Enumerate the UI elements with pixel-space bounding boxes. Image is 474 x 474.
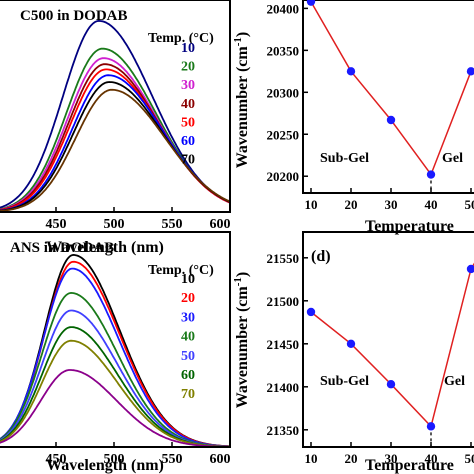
- panel-b-x-tick-label: 20: [345, 197, 358, 212]
- panel-d-y-tick-label: 21350: [267, 423, 300, 438]
- panel-b-x-tick-label: 10: [305, 197, 318, 212]
- panel-d-x-label: Temperature: [365, 457, 454, 474]
- panel-c-x-label: Wavelength (nm): [46, 457, 164, 474]
- panel-a-legend-entry: 40: [181, 97, 195, 112]
- panel-b-y-label: Wavenumber (cm-1): [232, 32, 251, 168]
- panel-c-legend-entry: 50: [181, 349, 195, 364]
- panel-d-title: (d): [311, 248, 331, 265]
- panel-d-y-tick-label: 21550: [267, 251, 300, 266]
- panel-a-legend-title: Temp. (°C): [148, 31, 214, 46]
- panel-b-y-tick-label: 20300: [267, 85, 300, 100]
- panel-a: 450 500 550 600 C500 in DODAB Temp. (°C) 10…: [0, 0, 231, 256]
- panel-d-annotation-gel: Gel: [444, 374, 465, 389]
- panel-a-series-line: [0, 57, 230, 211]
- panel-c-legend-entry: 30: [181, 310, 195, 325]
- panel-b-x-tick-label: 40: [425, 197, 438, 212]
- panel-c-series-line: [0, 260, 230, 447]
- panel-d-x-tick-label: 20: [345, 451, 358, 466]
- panel-b-plot: [306, 0, 474, 193]
- panel-c-legend-entry: 60: [181, 368, 195, 383]
- panel-b-data-point: [386, 115, 396, 125]
- panel-d-series-line: [310, 262, 474, 428]
- panel-b-frame: [302, 0, 474, 194]
- panel-d-frame: [302, 231, 474, 448]
- panel-c-series-line: [0, 369, 230, 447]
- panel-a-legend-entry: 20: [181, 60, 195, 75]
- panel-d-data-point: [466, 264, 474, 274]
- panel-a-legend: 10 20 30 40 50 60 70: [181, 41, 195, 168]
- panel-d-annotation-subgel: Sub-Gel: [320, 374, 369, 389]
- panel-d-data-point: [386, 380, 396, 389]
- panel-c-series-line: [0, 339, 230, 447]
- panel-d-data-point: [346, 339, 356, 348]
- panel-c-x-tick-label: 550: [162, 452, 183, 467]
- panel-b-data-point: [426, 170, 436, 179]
- panel-c-x-ticks: 450 500 550 600: [46, 442, 231, 467]
- panel-d-y-tick-label: 21450: [267, 337, 300, 352]
- panel-a-x-tick-label: 600: [210, 217, 231, 232]
- panel-b-y-tick-label: 20400: [267, 1, 300, 16]
- panel-d-y-tick-label: 21500: [267, 294, 300, 309]
- panel-b-data-point: [466, 67, 474, 76]
- panel-b-ticks: 10 20 30 40 50 20200 20250 20300 20350 20400: [267, 1, 474, 212]
- panel-c-legend-entry: 70: [181, 387, 195, 402]
- panel-a-legend-entry: 60: [181, 134, 195, 149]
- panel-c-series-line: [0, 253, 230, 447]
- panel-b-annotation-gel: Gel: [442, 151, 463, 166]
- panel-b-series-line: [310, 1, 472, 177]
- panel-d-x-tick-label: 10: [305, 451, 318, 466]
- panel-d: 10203040502135021400214502150021550 (d) …: [232, 231, 474, 474]
- panel-c-series-line: [0, 267, 230, 447]
- panel-b-annotation-subgel: Sub-Gel: [320, 151, 369, 166]
- panel-d-x-tick-label: 40: [425, 451, 438, 466]
- panel-b-data-point: [306, 0, 316, 6]
- panel-c-curves: [0, 253, 230, 447]
- panel-d-y-label: Wavenumber (cm-1): [232, 272, 251, 408]
- panel-a-x-ticks: 450 500 550 600: [46, 207, 231, 232]
- panel-b-x-tick-label: 50: [465, 197, 474, 212]
- panel-d-data-point: [306, 307, 316, 317]
- panel-c-x-tick-label: 600: [210, 452, 231, 467]
- panel-b-data-point: [346, 67, 356, 76]
- panel-c-x-tick-label: 450: [46, 452, 67, 467]
- panel-b-y-tick-label: 20250: [267, 127, 300, 142]
- panel-a-x-tick-label: 550: [162, 217, 183, 232]
- panel-a-x-tick-label: 500: [104, 217, 125, 232]
- panel-c-legend-entry: 20: [181, 291, 195, 306]
- panel-d-x-tick-label: 50: [465, 451, 474, 466]
- panel-b-x-label: Temperature: [365, 218, 454, 235]
- panel-a-title: C500 in DODAB: [20, 8, 128, 24]
- panel-a-legend-entry: 50: [181, 115, 195, 130]
- panel-d-data-point: [426, 422, 436, 431]
- panel-c-legend-entry: 10: [181, 272, 195, 287]
- panel-b-y-tick-label: 20200: [267, 169, 300, 184]
- panel-a-legend-entry: 10: [181, 41, 195, 56]
- panel-c-x-tick-label: 500: [104, 452, 125, 467]
- panel-d-x-tick-label: 30: [385, 451, 398, 466]
- panel-a-series-line: [0, 88, 230, 212]
- panel-b-y-tick-label: 20350: [267, 43, 300, 58]
- panel-c-title: ANS in DODAB: [10, 240, 114, 256]
- panel-c: 450 500 550 600 ANS in DODAB Temp. (°C) 10 2…: [0, 231, 231, 474]
- panel-d-ticks: 10 20 30 40 50 21350 21400 21450 21500 21550: [267, 251, 474, 466]
- panel-c-legend: 10 20 30 40 50 60 70: [181, 272, 195, 402]
- panel-a-x-tick-label: 450: [46, 217, 67, 232]
- panel-a-series-line: [0, 19, 230, 209]
- panel-b-x-tick-label: 30: [385, 197, 398, 212]
- panel-a-legend-entry: 70: [181, 153, 195, 168]
- panel-a-series-line: [0, 47, 230, 211]
- panel-c-legend-title: Temp. (°C): [148, 263, 214, 278]
- panel-a-x-label: Wavelength (nm): [46, 239, 164, 256]
- panel-a-legend-entry: 30: [181, 78, 195, 93]
- panel-c-legend-entry: 40: [181, 330, 195, 345]
- panel-a-curves: [0, 19, 230, 212]
- panel-b: 10 20 30 40 50 20200 20250 20300 20350 20400 Sub-…: [232, 0, 474, 235]
- panel-d-y-tick-label: 21400: [267, 380, 300, 395]
- panel-d-plot: [306, 262, 474, 447]
